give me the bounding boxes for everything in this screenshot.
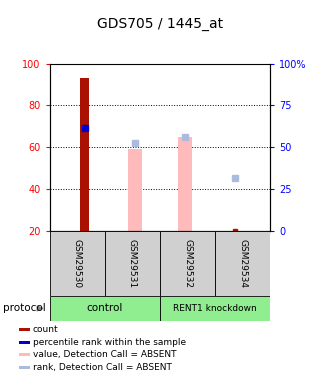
Text: value, Detection Call = ABSENT: value, Detection Call = ABSENT	[33, 350, 176, 359]
Bar	[50, 231, 105, 296]
Text: rank, Detection Call = ABSENT: rank, Detection Call = ABSENT	[33, 363, 172, 372]
Bar	[80, 78, 89, 231]
Bar	[50, 296, 160, 321]
Text: control: control	[87, 303, 123, 313]
Text: GSM29534: GSM29534	[238, 239, 247, 288]
Text: percentile rank within the sample: percentile rank within the sample	[33, 338, 186, 346]
Text: GDS705 / 1445_at: GDS705 / 1445_at	[97, 17, 223, 31]
Text: GSM29532: GSM29532	[183, 239, 192, 288]
Text: GSM29531: GSM29531	[128, 239, 137, 288]
Bar	[19, 340, 30, 344]
Bar	[178, 137, 192, 231]
Text: RENT1 knockdown: RENT1 knockdown	[173, 304, 257, 313]
Text: GSM29530: GSM29530	[73, 239, 82, 288]
Text: count: count	[33, 325, 59, 334]
Bar	[160, 296, 270, 321]
Text: protocol: protocol	[3, 303, 46, 313]
Bar	[105, 231, 160, 296]
Bar	[128, 149, 142, 231]
Bar	[19, 366, 30, 369]
Bar	[19, 328, 30, 331]
Bar	[19, 353, 30, 356]
Bar	[215, 231, 270, 296]
Bar	[160, 231, 215, 296]
